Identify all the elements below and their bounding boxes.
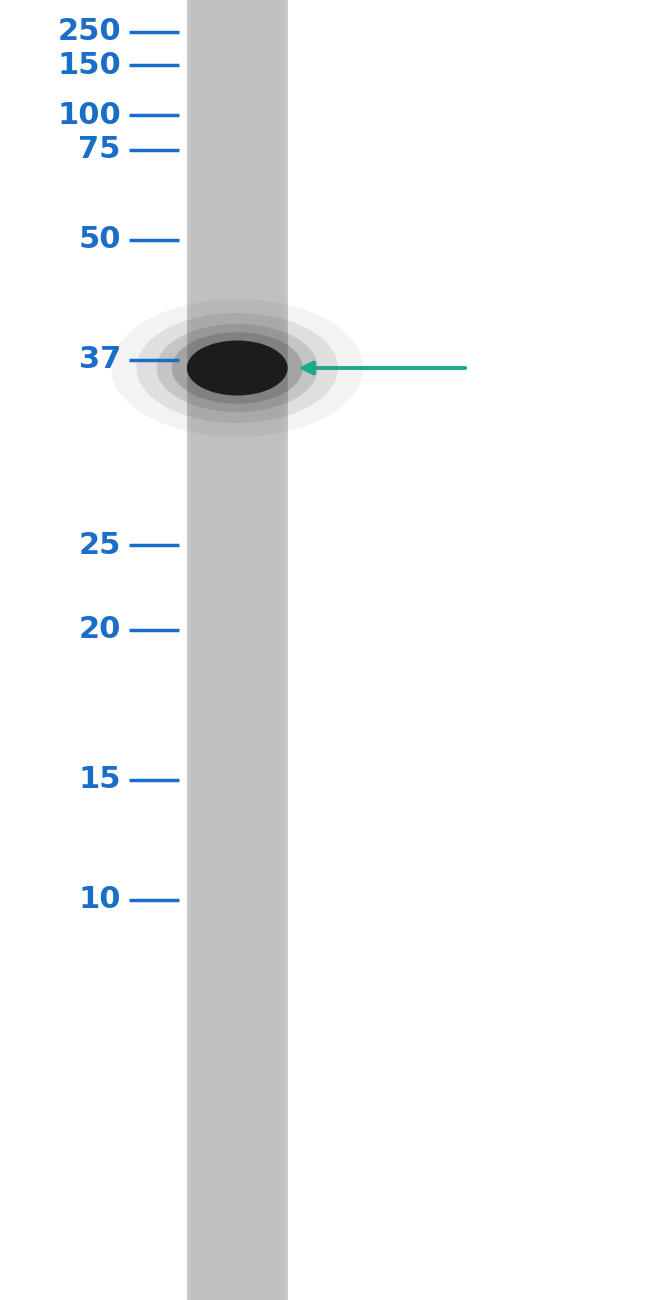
- Text: 37: 37: [79, 346, 121, 374]
- Ellipse shape: [157, 324, 318, 412]
- Text: 75: 75: [79, 135, 121, 165]
- Text: 10: 10: [79, 885, 121, 914]
- Text: 100: 100: [57, 100, 121, 130]
- Bar: [187, 0, 287, 1300]
- Text: 25: 25: [79, 530, 121, 559]
- Text: 150: 150: [57, 51, 121, 79]
- Text: 250: 250: [57, 17, 121, 47]
- Text: 20: 20: [79, 615, 121, 645]
- Ellipse shape: [111, 299, 363, 437]
- Ellipse shape: [187, 341, 287, 395]
- Text: 50: 50: [79, 225, 121, 255]
- Text: 15: 15: [79, 766, 121, 794]
- Ellipse shape: [136, 313, 338, 423]
- Ellipse shape: [172, 333, 303, 404]
